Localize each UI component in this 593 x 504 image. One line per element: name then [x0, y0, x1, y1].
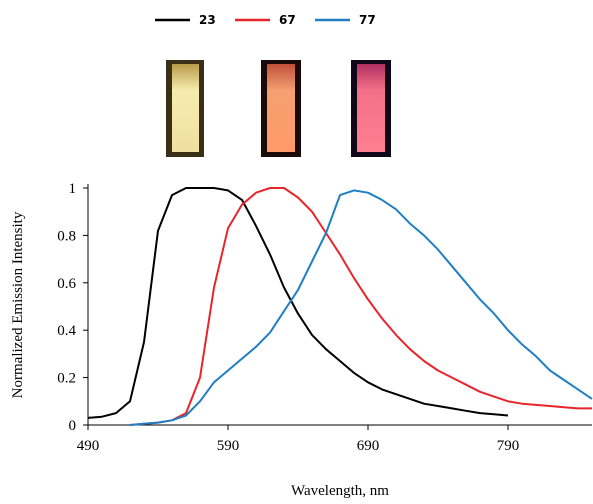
- legend-label: 77: [359, 13, 376, 27]
- series-line: [87, 187, 509, 419]
- x-tick-label: 490: [77, 438, 100, 454]
- y-tick-label: 0.2: [57, 371, 76, 387]
- vial-3-liquid: [357, 64, 385, 152]
- y-tick-label: 0.4: [57, 323, 76, 339]
- vial-1-liquid: [172, 64, 199, 152]
- axes: Wavelength, nm Normalized Emission Inten…: [10, 181, 592, 499]
- series-line: [129, 187, 592, 426]
- x-tick-label: 590: [217, 438, 240, 454]
- y-tick-label: 0: [69, 418, 77, 434]
- legend-label: 23: [199, 13, 216, 27]
- legend: 23 67 77: [155, 13, 376, 27]
- y-tick-label: 0.8: [57, 228, 76, 244]
- legend-label: 67: [279, 13, 296, 27]
- series-line: [129, 189, 593, 426]
- x-tick-label: 690: [357, 438, 380, 454]
- y-axis-label: Normalized Emission Intensity: [10, 211, 26, 398]
- y-tick-label: 1: [69, 181, 77, 197]
- vial-2-liquid: [267, 64, 295, 152]
- vial-images: [166, 60, 391, 157]
- x-axis-label: Wavelength, nm: [291, 483, 389, 499]
- x-tick-label: 790: [497, 438, 520, 454]
- y-tick-label: 0.6: [57, 276, 76, 292]
